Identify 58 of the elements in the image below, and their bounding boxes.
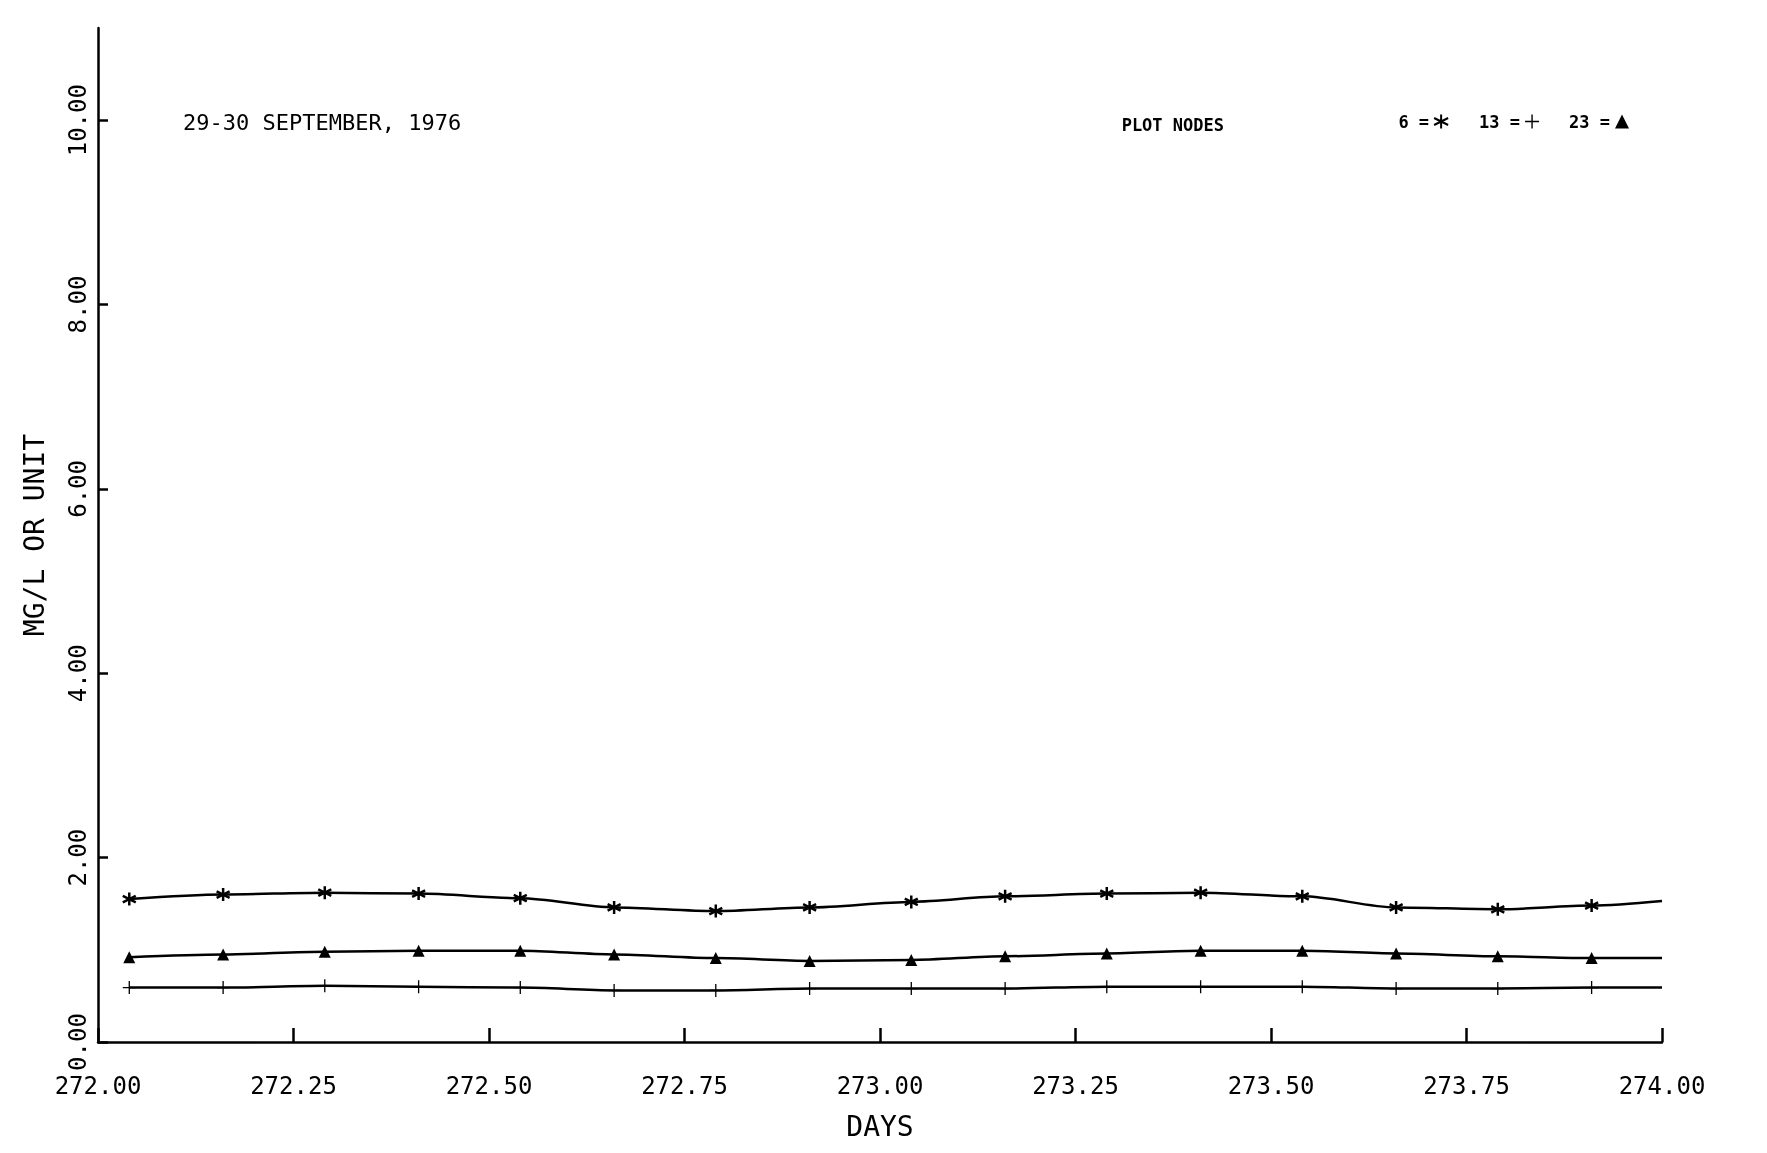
point — [998, 982, 1012, 996]
point — [1194, 944, 1207, 957]
point — [905, 953, 918, 966]
point — [997, 888, 1013, 905]
point — [1490, 901, 1506, 918]
legend-label: 23 = — [1569, 111, 1610, 132]
point — [514, 944, 527, 957]
point — [121, 891, 138, 907]
point — [1100, 947, 1113, 960]
x-axis-title: DAYS — [846, 1109, 914, 1143]
point — [1388, 899, 1404, 916]
point — [216, 981, 230, 995]
x-tick-label: 272.50 — [445, 1072, 533, 1100]
x-tick-label: 272.25 — [250, 1072, 337, 1100]
y-axis-title: MG/L OR UNIT — [17, 433, 51, 637]
point — [803, 954, 816, 967]
point — [606, 899, 622, 916]
point — [999, 950, 1012, 963]
point — [608, 948, 621, 961]
y-tick-label: 6.00 — [64, 460, 92, 518]
point — [1583, 897, 1600, 914]
point — [708, 903, 724, 919]
point — [607, 983, 621, 997]
point — [412, 944, 425, 957]
x-tick-label: 273.25 — [1032, 1072, 1119, 1100]
x-tick-label: 273.00 — [836, 1072, 924, 1100]
point — [1390, 947, 1403, 960]
point — [903, 894, 920, 910]
legend-label: 6 = — [1398, 111, 1430, 132]
point — [217, 948, 230, 961]
point — [215, 886, 231, 903]
point — [317, 884, 333, 901]
point — [1294, 888, 1311, 905]
y-tick-label: 4.00 — [64, 644, 92, 703]
point — [512, 890, 529, 906]
x-tick-label: 272.75 — [641, 1072, 728, 1100]
point — [801, 899, 818, 916]
text: 29-30 SEPTEMBER, 1976 — [183, 109, 462, 135]
y-tick-label: 2.00 — [64, 828, 92, 887]
point — [410, 885, 427, 902]
legend-label: 13 = — [1479, 111, 1521, 132]
x-tick-label: 273.50 — [1227, 1072, 1315, 1100]
point — [709, 952, 722, 965]
y-tick-label: 10.00 — [64, 84, 92, 157]
y-tick-label: 0.00 — [64, 1013, 92, 1071]
point — [1192, 884, 1209, 901]
point — [1296, 944, 1309, 957]
point — [1099, 885, 1115, 902]
legend-title: PLOT NODES — [1121, 114, 1225, 135]
point — [1585, 952, 1598, 965]
point — [1491, 950, 1504, 963]
x-tick-label: 273.75 — [1423, 1072, 1510, 1100]
x-tick-label: 272.00 — [54, 1072, 142, 1100]
y-tick-label: 8.00 — [64, 275, 92, 334]
point — [123, 951, 136, 964]
x-tick-label: 274.00 — [1618, 1072, 1706, 1100]
point — [318, 945, 331, 958]
point — [1389, 982, 1403, 996]
